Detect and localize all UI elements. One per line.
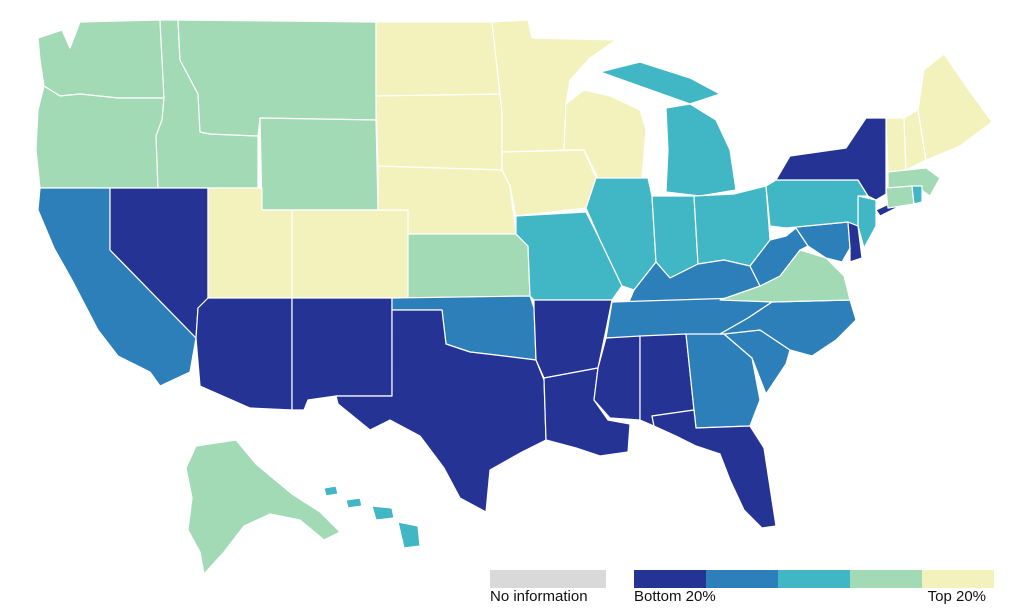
legend-swatch-q4 bbox=[850, 570, 922, 588]
state-ks[interactable] bbox=[407, 233, 531, 299]
state-nd[interactable] bbox=[375, 21, 501, 97]
state-fl[interactable] bbox=[651, 409, 777, 529]
state-hi[interactable] bbox=[323, 485, 421, 549]
legend-swatch-q2 bbox=[706, 570, 778, 588]
no-information-swatch bbox=[490, 570, 606, 588]
state-nj[interactable] bbox=[857, 195, 877, 249]
state-co[interactable] bbox=[291, 209, 409, 299]
legend-swatch-top20 bbox=[922, 570, 994, 588]
legend-low-label: Bottom 20% bbox=[634, 588, 716, 605]
state-az[interactable] bbox=[195, 297, 293, 411]
no-information-label: No information bbox=[490, 588, 588, 605]
state-sd[interactable] bbox=[375, 93, 503, 171]
legend-swatch-bottom20 bbox=[634, 570, 706, 588]
state-me[interactable] bbox=[917, 53, 993, 161]
state-wa[interactable] bbox=[37, 19, 165, 99]
state-pa[interactable] bbox=[765, 179, 869, 229]
state-il[interactable] bbox=[585, 177, 657, 291]
state-ak[interactable] bbox=[185, 439, 341, 575]
state-ny[interactable] bbox=[775, 117, 887, 201]
state-mi-lower[interactable] bbox=[665, 103, 737, 197]
state-vt[interactable] bbox=[885, 117, 907, 173]
state-nc[interactable] bbox=[719, 299, 857, 357]
state-wi[interactable] bbox=[563, 89, 647, 179]
legend-high-label: Top 20% bbox=[927, 588, 986, 605]
state-nm[interactable] bbox=[291, 297, 393, 411]
state-or[interactable] bbox=[35, 85, 165, 189]
state-mn[interactable] bbox=[491, 19, 617, 153]
state-ia[interactable] bbox=[501, 149, 597, 217]
state-ri[interactable] bbox=[911, 185, 923, 205]
state-tx[interactable] bbox=[335, 309, 547, 513]
state-ct[interactable] bbox=[885, 185, 915, 209]
state-wy[interactable] bbox=[259, 117, 379, 211]
legend-swatch-q3 bbox=[778, 570, 850, 588]
